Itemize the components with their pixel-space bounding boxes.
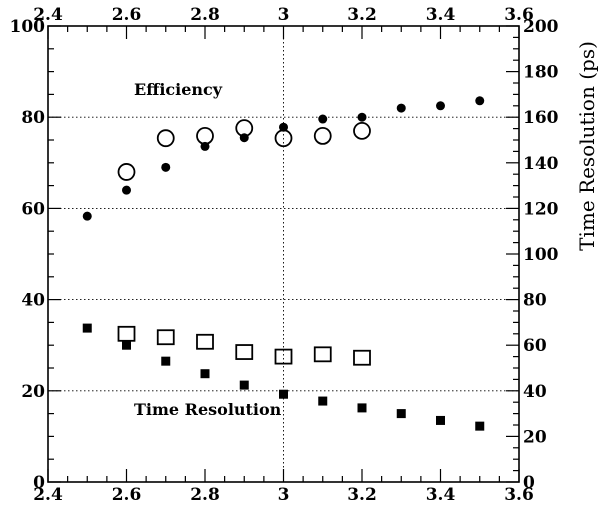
filled-circle-point [318,114,328,124]
y-right-tick-label: 0 [523,473,535,493]
filled-square-point [239,380,249,390]
y-right-tick-label: 160 [523,108,559,128]
y-left-tick-label: 60 [21,199,45,219]
time-resolution-annotation: Time Resolution [134,400,282,419]
y-right-tick-label: 100 [523,245,559,265]
axis-ticks [47,25,520,483]
open-circle-point [235,119,254,138]
gridlines [48,26,519,482]
open-square-point [156,329,175,346]
open-circle-point [156,129,175,148]
x-tick-label-top: 3.4 [426,5,456,25]
x-tick-label-top: 2.6 [112,5,142,25]
filled-square-point [475,421,485,431]
open-circle-point [196,126,214,145]
efficiency-annotation: Efficiency [134,80,223,99]
y-left-tick-label: 100 [10,17,46,37]
open-circle-point [274,129,293,148]
tick-labels: 2.42.42.62.62.82.8333.23.23.43.43.63.602… [10,5,559,505]
filled-square-point [318,396,328,406]
filled-circle-point [82,211,92,221]
x-tick-label-top: 2.4 [33,5,63,25]
x-tick-label-top: 3.2 [347,5,377,25]
x-tick-label-top: 2.8 [190,5,220,25]
filled-square-point [279,389,288,399]
y-left-tick-label: 20 [21,382,45,402]
open-circle-point [353,121,371,140]
y-right-tick-label: 20 [523,427,547,447]
x-tick-label-bottom: 2.4 [33,485,63,505]
filled-square-point [82,323,92,333]
y-left-tick-label: 80 [21,108,45,128]
x-tick-label-bottom: 3 [278,485,290,505]
open-square-point [117,325,136,342]
filled-circle-point [357,112,367,122]
open-circle-point [313,126,332,145]
x-tick-label-top: 3.6 [504,5,534,25]
right-axis-title: Time Resolution (ps) [575,41,599,251]
filled-square-point [200,369,210,379]
filled-circle-point [279,122,288,132]
y-right-tick-label: 180 [523,63,559,83]
x-tick-label-bottom: 2.8 [190,485,220,505]
open-square-point [274,348,293,365]
filled-circle-point [396,103,406,113]
filled-square-point [396,409,406,419]
x-tick-label-bottom: 3.6 [504,485,534,505]
filled-circle-point [161,162,171,172]
open-square-point [235,344,254,360]
y-left-tick-label: 0 [33,473,45,493]
x-tick-label-bottom: 3.4 [426,485,456,505]
filled-square-point [122,340,131,350]
y-right-tick-label: 200 [523,17,559,37]
filled-square-point [436,415,445,425]
filled-circle-point [436,101,445,111]
filled-square-point [357,403,367,413]
y-right-tick-label: 80 [523,291,547,311]
open-square-point [313,346,332,363]
data-points [82,96,485,431]
x-tick-label-bottom: 3.2 [347,485,377,505]
filled-circle-point [122,185,131,195]
y-right-tick-label: 140 [523,154,559,174]
x-tick-label-bottom: 2.6 [112,485,142,505]
plot-frame [47,25,520,483]
open-square-point [196,333,214,350]
y-right-tick-label: 40 [523,382,547,402]
y-left-tick-label: 40 [21,291,45,311]
filled-circle-point [475,96,485,106]
x-tick-label-top: 3 [278,5,290,25]
open-square-point [353,349,371,366]
filled-square-point [161,356,171,366]
y-right-tick-label: 120 [523,199,559,219]
open-circle-point [117,163,136,181]
y-right-tick-label: 60 [523,336,547,356]
